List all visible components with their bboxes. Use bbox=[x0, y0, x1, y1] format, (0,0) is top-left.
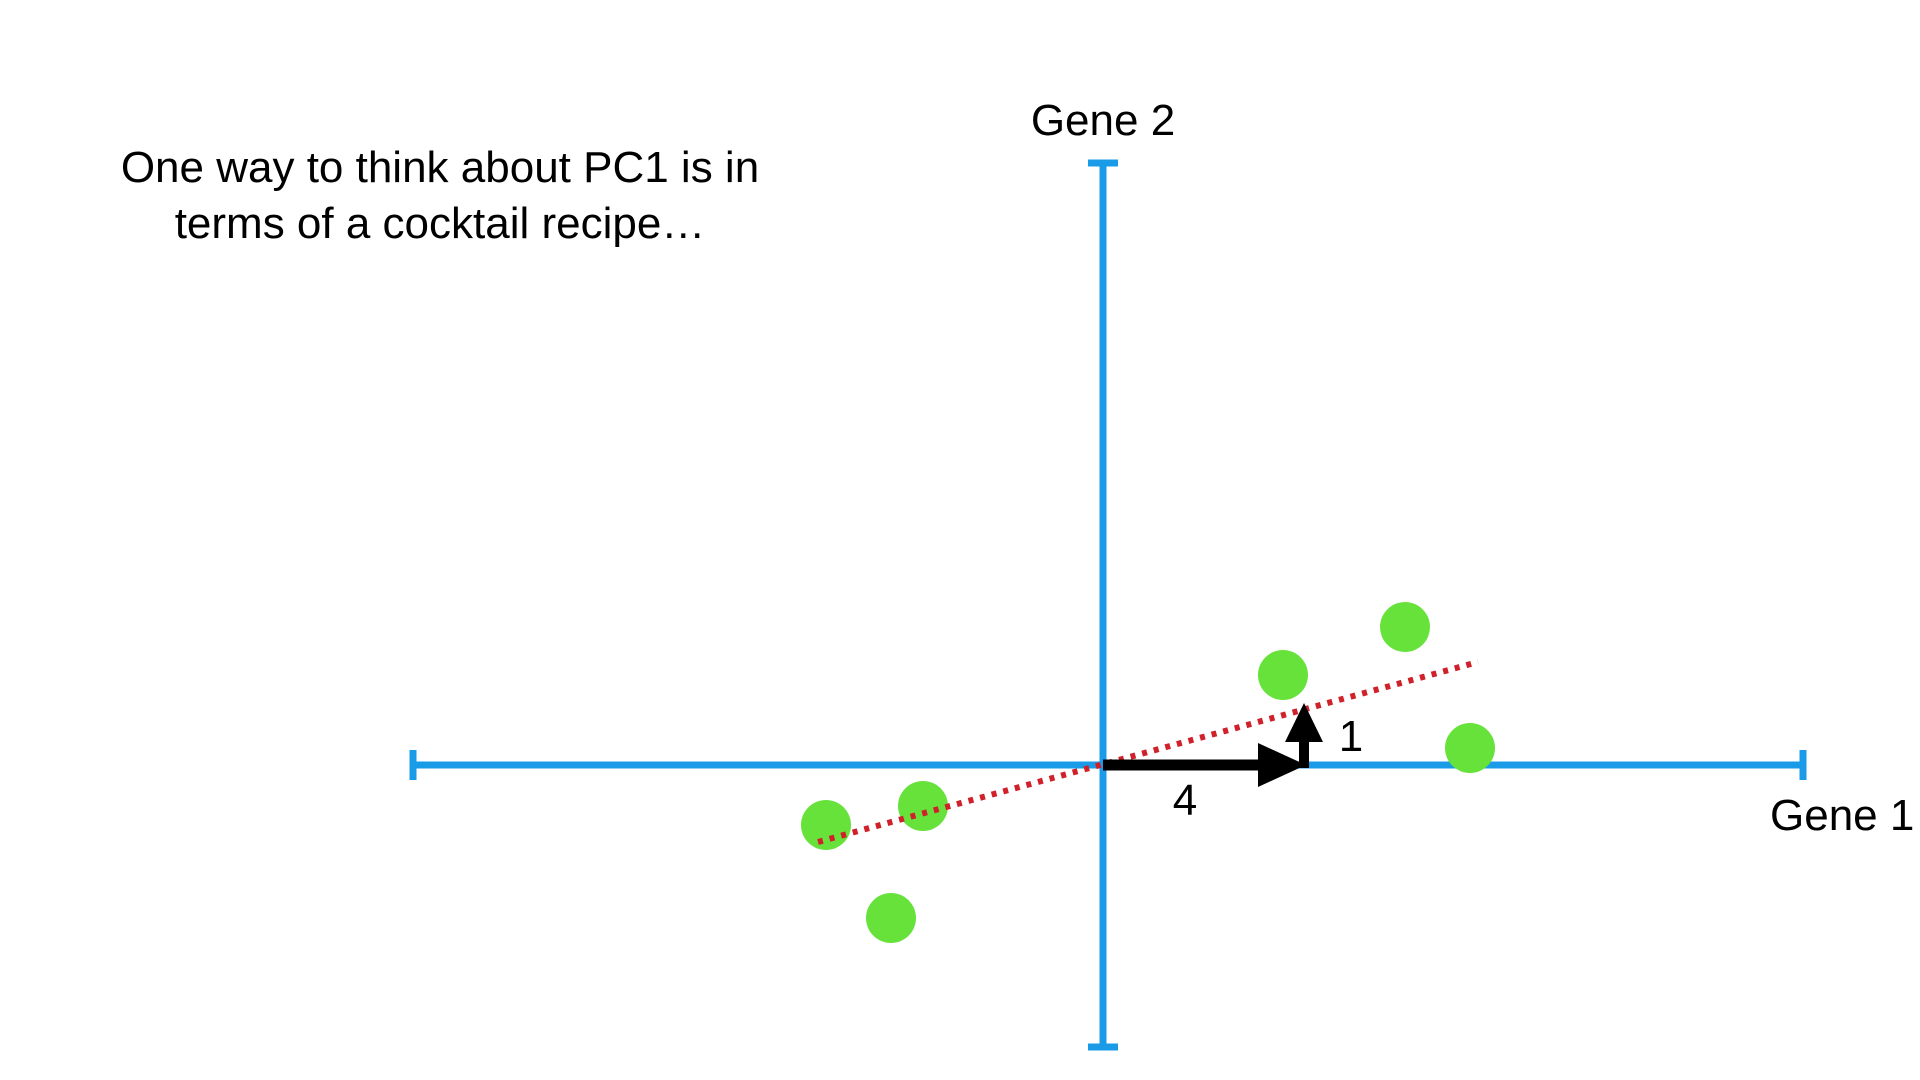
data-point bbox=[1380, 602, 1430, 652]
data-point bbox=[1445, 723, 1495, 773]
data-point bbox=[801, 800, 851, 850]
gene1-component-label: 4 bbox=[1173, 776, 1197, 825]
axes bbox=[409, 159, 1807, 1051]
x-axis-label: Gene 1 bbox=[1770, 791, 1914, 840]
data-point bbox=[898, 781, 948, 831]
gene1-vector-arrowhead bbox=[1258, 743, 1306, 787]
caption-line-2: terms of a cocktail recipe… bbox=[174, 199, 706, 248]
caption-text: One way to think about PC1 is in terms o… bbox=[60, 140, 820, 252]
y-axis-label: Gene 2 bbox=[1031, 96, 1175, 145]
caption-line-1: One way to think about PC1 is in bbox=[120, 143, 760, 192]
data-point bbox=[1258, 650, 1308, 700]
data-points bbox=[801, 602, 1495, 943]
gene2-vector-arrowhead bbox=[1285, 703, 1323, 742]
recipe-vectors bbox=[1103, 703, 1323, 787]
data-point bbox=[866, 893, 916, 943]
gene2-component-label: 1 bbox=[1339, 712, 1363, 761]
